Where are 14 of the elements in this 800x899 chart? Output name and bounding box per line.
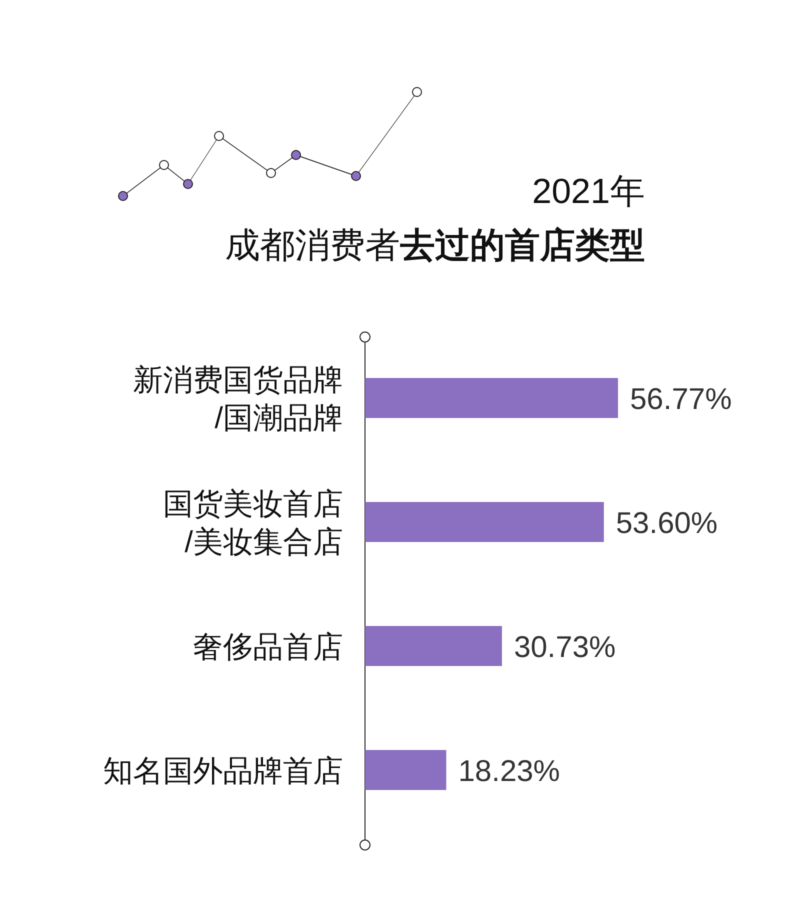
data-label: 30.73% [514, 631, 616, 664]
y-tick-label: 奢侈品首店 [193, 631, 343, 664]
chart-subtitle: 成都消费者去过的首店类型 [225, 226, 645, 265]
chart-title: 2021年 [532, 172, 645, 211]
y-tick-label: 国货美妆首店/美妆集合店 [163, 488, 343, 559]
bar [365, 378, 618, 418]
bar [365, 750, 446, 790]
bar [365, 502, 604, 542]
y-tick-label: 知名国外品牌首店 [103, 755, 343, 788]
data-label: 56.77% [630, 383, 732, 416]
bar [365, 626, 502, 666]
y-tick-label: 新消费国货品牌/国潮品牌 [133, 364, 343, 435]
data-label: 18.23% [458, 755, 560, 788]
data-label: 53.60% [616, 507, 718, 540]
